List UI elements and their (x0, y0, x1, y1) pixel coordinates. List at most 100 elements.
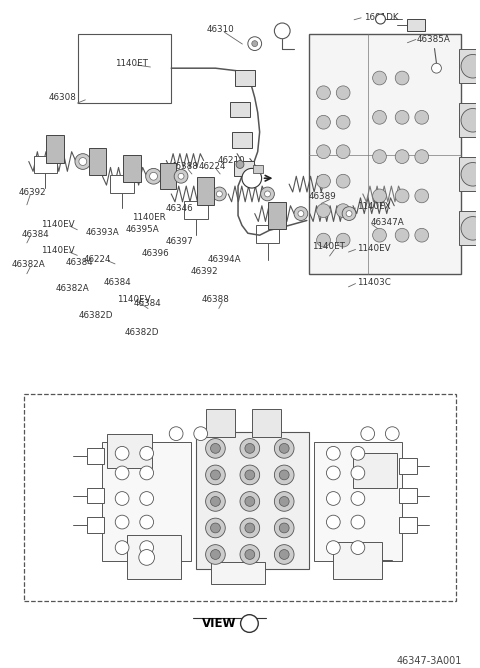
Text: 46392: 46392 (191, 267, 218, 276)
Circle shape (211, 470, 220, 480)
Circle shape (115, 492, 129, 506)
Circle shape (375, 14, 385, 24)
Bar (127, 535, 181, 579)
Text: 46382A: 46382A (12, 260, 46, 269)
Circle shape (264, 191, 270, 197)
Circle shape (236, 160, 244, 168)
Bar (123, 155, 141, 182)
Circle shape (372, 110, 386, 124)
Circle shape (275, 23, 290, 39)
Text: 46397: 46397 (166, 237, 193, 246)
Circle shape (211, 550, 220, 559)
Bar (205, 409, 235, 437)
Circle shape (279, 496, 289, 506)
Bar (108, 434, 152, 468)
Circle shape (205, 492, 225, 511)
Circle shape (211, 496, 220, 506)
Bar (353, 454, 397, 488)
Circle shape (115, 466, 129, 480)
Circle shape (205, 439, 225, 458)
Bar (253, 166, 263, 173)
Circle shape (261, 187, 275, 201)
Circle shape (150, 172, 157, 180)
Text: 46388: 46388 (170, 162, 198, 171)
Text: 46224: 46224 (199, 162, 226, 171)
Bar (196, 432, 309, 569)
Text: 1140ET: 1140ET (312, 242, 345, 250)
Circle shape (385, 427, 399, 440)
Text: 46389: 46389 (308, 192, 336, 202)
Text: VIEW: VIEW (202, 617, 237, 630)
Bar (234, 160, 254, 176)
Circle shape (240, 518, 260, 538)
Circle shape (205, 465, 225, 485)
Bar (256, 225, 279, 243)
Circle shape (336, 233, 350, 247)
Circle shape (342, 206, 356, 220)
Circle shape (415, 150, 429, 164)
Bar (197, 177, 215, 205)
Circle shape (326, 515, 340, 529)
Bar (24, 394, 456, 601)
Text: 46388: 46388 (201, 295, 229, 305)
Bar (47, 135, 64, 162)
Bar (459, 103, 480, 137)
Bar (407, 19, 425, 31)
Circle shape (240, 439, 260, 458)
Text: 46385A: 46385A (417, 35, 451, 44)
Circle shape (279, 523, 289, 533)
Circle shape (395, 71, 409, 85)
Circle shape (395, 189, 409, 203)
Text: 46384: 46384 (21, 230, 49, 239)
Circle shape (395, 228, 409, 242)
Circle shape (372, 228, 386, 242)
Circle shape (140, 515, 154, 529)
Circle shape (372, 71, 386, 85)
Circle shape (317, 145, 330, 158)
Circle shape (326, 492, 340, 506)
Circle shape (336, 145, 350, 158)
Circle shape (242, 168, 262, 188)
Circle shape (275, 544, 294, 564)
Bar (268, 202, 286, 229)
Circle shape (351, 492, 365, 506)
Text: 46346: 46346 (166, 204, 193, 213)
Circle shape (279, 444, 289, 454)
Circle shape (432, 63, 442, 73)
Circle shape (194, 427, 207, 440)
Bar (34, 156, 57, 173)
Circle shape (205, 518, 225, 538)
Bar (87, 488, 105, 504)
Circle shape (211, 444, 220, 454)
Text: 46384: 46384 (134, 299, 162, 308)
Bar (89, 148, 107, 175)
Bar (110, 175, 134, 193)
Text: 46382D: 46382D (79, 311, 113, 319)
Bar (78, 34, 171, 103)
Text: 11403C: 11403C (357, 278, 391, 287)
Circle shape (245, 550, 255, 559)
Text: 46224: 46224 (84, 255, 111, 264)
Circle shape (248, 37, 262, 51)
Circle shape (139, 550, 155, 565)
Circle shape (415, 110, 429, 124)
Circle shape (461, 108, 480, 132)
Text: 46308: 46308 (49, 94, 77, 102)
Circle shape (294, 206, 308, 220)
Circle shape (140, 540, 154, 554)
Circle shape (372, 189, 386, 203)
Bar (399, 488, 417, 504)
Circle shape (415, 228, 429, 242)
Circle shape (240, 492, 260, 511)
Circle shape (115, 446, 129, 460)
Bar (87, 517, 105, 533)
Text: 46392: 46392 (18, 188, 46, 197)
Bar (459, 49, 480, 83)
Bar (232, 132, 252, 148)
Circle shape (140, 492, 154, 506)
Circle shape (211, 523, 220, 533)
Circle shape (115, 515, 129, 529)
Circle shape (346, 210, 352, 216)
Circle shape (213, 187, 226, 201)
Text: 46384: 46384 (103, 278, 131, 287)
